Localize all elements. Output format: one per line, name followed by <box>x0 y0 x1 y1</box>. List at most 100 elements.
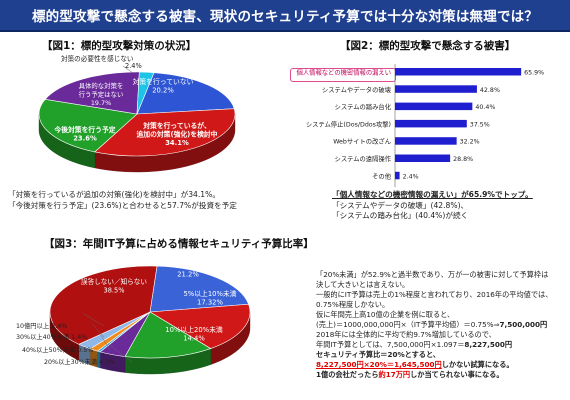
analysis-result-1: 7,500,000円 <box>499 320 548 329</box>
fig2-category-label: システムの遠隔操作 <box>335 154 392 163</box>
fig1-title: 【図1：標的型攻撃対策の状況】 <box>42 40 197 52</box>
fig3-small-label: 30%以上40%未満 1.4% <box>16 332 87 341</box>
analysis-line-8: 年間IT予算としては、7,500,000円×1.097＝8,227,500円 <box>316 340 552 350</box>
fig2-bar-6 <box>395 154 451 162</box>
fig1-note-line-2: 「今後対策を行う予定」(23.6%)と合わせると57.7%が投資を予定 <box>8 200 237 210</box>
fig3-slice-label-line: 38.5% <box>104 287 125 295</box>
analysis-line-4: 0.75%程度しかない。 <box>316 300 390 309</box>
fig1-slice-label-line: 追加の対策(強化)を検討中 <box>137 130 218 139</box>
fig3-small-label: 20%以上30%未満 4.3% <box>44 357 115 366</box>
fig3-small-label: 10億円以上 2.4% <box>16 321 67 330</box>
fig2-value-label: 42.8% <box>480 87 500 94</box>
analysis-result-4: 約17万円 <box>378 370 411 379</box>
fig3-leader-line <box>83 313 105 327</box>
analysis-line-7: 2018年には全体的に平均で約9.7%増加しているので、 <box>316 330 496 339</box>
fig3-small-label: 40%以上50%未満 0.5% <box>22 345 93 354</box>
fig3-leader-line <box>107 343 133 363</box>
fig1-callout-line <box>122 65 134 74</box>
fig3-slice-label-line: 10%以上20%未満 <box>165 325 223 334</box>
fig2-note-line-3: 「システムの踏み台化」(40.4%)が続く <box>332 211 469 220</box>
analysis-company-1: 1億の会社だったら <box>316 370 379 379</box>
fig2-title: 【図2：標的型攻撃で懸念する被害】 <box>340 40 516 52</box>
analysis-tail-2: しか当てられない事になる。 <box>410 370 504 379</box>
fig3-slice-1 <box>149 265 249 313</box>
fig3-leader-line <box>99 333 111 351</box>
analysis-line-6: (売上)＝1000,000,000円×（IT予算平均値）＝0.75%⇒7,500… <box>316 320 552 330</box>
analysis-result-2: 8,227,500円 <box>464 340 513 349</box>
fig1-slice-label-line: 23.6% <box>73 135 97 143</box>
fig1-note-line-1: 「対策を行っているが追加の対策(強化)を検討中」が34.1%。 <box>8 190 220 199</box>
fig3-leader-line <box>91 323 105 338</box>
fig2-value-label: 32.2% <box>460 139 480 146</box>
fig2-category-label: システム停止(Dos/Ddos攻撃) <box>306 119 391 128</box>
fig3-slice-label-line: 17.32% <box>197 299 223 307</box>
page-title: 標的型攻撃で懸念する被害、現状のセキュリティ予算では十分な対策は無理では？ <box>31 9 539 25</box>
fig2-value-label: 40.4% <box>475 104 495 111</box>
fig3-slice-label-line: 5%未満 <box>176 261 201 270</box>
fig2-note: 「個人情報などの機密情報の漏えい」が65.9%でトップ。 「システムやデータの破… <box>332 190 533 222</box>
fig3-slice-8 <box>49 265 158 345</box>
fig3-slice-label-line: 14.4% <box>183 335 205 343</box>
fig2-bar-4 <box>395 119 467 128</box>
analysis-formula-1: (売上)＝1000,000,000円×（IT予算平均値）＝0.75%⇒ <box>316 320 500 329</box>
analysis-line-3: 一般的にIT予算は売上の1%程度と言われており、2016年の平均値では、 <box>316 290 553 299</box>
fig1-slice-1 <box>136 72 235 115</box>
analysis-result-3: 8,227,500円×20%＝1,645,500円 <box>316 360 442 369</box>
fig3-slice-label-line: 5%以上10%未満 <box>183 289 236 298</box>
page-banner: 標的型攻撃で懸念する被害、現状のセキュリティ予算では十分な対策は無理では？ <box>0 0 570 32</box>
fig2-value-label: 2.4% <box>403 173 419 180</box>
fig3-slice-2 <box>149 303 251 349</box>
fig1-slice-label-line: 具体的な対策を <box>79 81 124 90</box>
fig1-slice-5 <box>136 71 155 115</box>
analysis-text: 「20%未満」が52.9%と過半数であり、万が一の被害に対して予算枠は 決して大… <box>316 270 552 380</box>
fig2-bar-2 <box>395 85 477 93</box>
fig1-slice-label-line: 34.1% <box>165 139 189 147</box>
fig2-category-label: システムやデータの破壊 <box>322 85 392 94</box>
fig1-callout-label: 対策の必要性を感じない <box>61 54 134 63</box>
analysis-formula-2: 年間IT予算としては、7,500,000円×1.097＝ <box>316 340 465 349</box>
fig1-slice-label-line: 対策を行っていない <box>133 77 194 86</box>
fig2-value-label: 28.8% <box>453 156 473 163</box>
analysis-line-5: 仮に年間売上高10億の企業を例に取ると、 <box>316 310 455 319</box>
fig1-slice-label-line: 行う予定はない <box>79 90 124 99</box>
analysis-line-10: 8,227,500円×20%＝1,645,500円しかない試算になる。 <box>316 360 552 370</box>
fig2-category-label: その他 <box>372 171 392 180</box>
fig1-slice-label-line: 対策を行っているが、 <box>142 121 211 130</box>
fig2-note-line-1: 「個人情報などの機密情報の漏えい」が65.9%でトップ。 <box>332 190 533 199</box>
fig1-slice-label-line: 今後対策を行う予定 <box>54 125 115 134</box>
analysis-line-11: 1億の会社だったら約17万円しか当てられない事になる。 <box>316 370 552 380</box>
fig2-category-label: Webサイトの改ざん <box>333 137 391 146</box>
fig3-slice-label-line: 誤答しない／知らない <box>81 277 147 286</box>
fig2-note-line-2: 「システムやデータの破壊」(42.8%)、 <box>332 200 469 210</box>
fig2-category-label: システムの踏み台化 <box>335 102 392 111</box>
analysis-line-1: 「20%未満」が52.9%と過半数であり、万が一の被害に対して予算枠は <box>316 270 549 279</box>
fig1-note: 「対策を行っているが追加の対策(強化)を検討中」が34.1%。 「今後対策を行う… <box>8 190 237 211</box>
analysis-tail-1: しかない試算になる。 <box>441 360 514 369</box>
fig2-bar-1 <box>395 68 522 76</box>
fig2-value-label: 37.5% <box>470 121 490 128</box>
fig2-bar-7 <box>395 171 400 180</box>
fig3-slice-label-line: 21.2% <box>177 271 199 279</box>
fig1-callout-value: 2.4% <box>125 62 142 70</box>
fig3-slice-3 <box>124 311 212 359</box>
fig2-bar-5 <box>395 137 457 145</box>
analysis-line-2: 決して大きいとは言えない。 <box>316 280 410 289</box>
analysis-line-9: セキュリティ予算比＝20%とすると、 <box>316 350 441 359</box>
fig1-slice-label-line: 19.7% <box>91 99 111 107</box>
fig3-title: 【図3：年間IT予算に占める情報セキュリティ予算比率】 <box>44 238 314 250</box>
fig2-category-label: 個人情報などの機密情報の漏えい <box>297 68 391 77</box>
fig2-bar-chart: 個人情報などの機密情報の漏えい 65.9% システムやデータの破壊 42.8% システム… <box>297 64 544 188</box>
fig1-slice-label-line: 20.2% <box>152 87 174 95</box>
fig1-slice-4 <box>44 71 140 115</box>
fig2-bar-3 <box>395 102 473 111</box>
